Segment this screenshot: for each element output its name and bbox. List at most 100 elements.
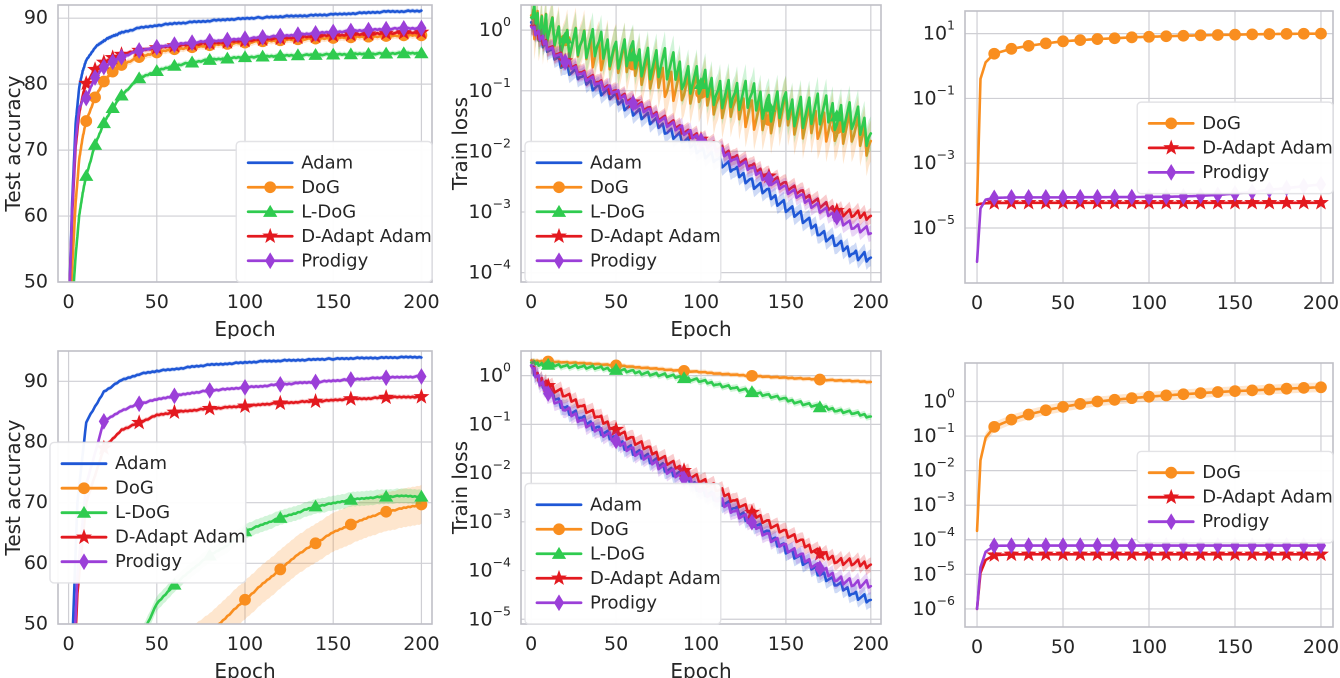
marker-dog xyxy=(1125,31,1138,44)
y-tick-label: 80 xyxy=(24,73,48,95)
x-tick-label: 200 xyxy=(853,633,889,655)
marker-ldog xyxy=(693,77,709,89)
marker-dadapt xyxy=(540,377,557,393)
x-tick-label: 200 xyxy=(1303,636,1339,658)
marker-ldog xyxy=(255,49,270,62)
legend-label-prodigy: Prodigy xyxy=(590,250,657,271)
x-tick-label: 50 xyxy=(145,291,169,313)
x-tick-label: 0 xyxy=(63,291,75,313)
marker-dog xyxy=(1160,30,1173,43)
legend-label-prodigy: Prodigy xyxy=(1202,162,1269,183)
marker-prodigy xyxy=(98,413,109,430)
marker-ldog xyxy=(361,46,376,59)
legend-marker-dadapt xyxy=(262,227,279,244)
legend-label-prodigy: Prodigy xyxy=(301,250,368,271)
marker-dadapt xyxy=(307,392,324,409)
marker-ldog xyxy=(608,362,624,375)
data-series-group xyxy=(529,5,873,271)
marker-ldog xyxy=(167,577,182,590)
marker-dadapt xyxy=(608,421,625,437)
marker-dog xyxy=(746,369,758,382)
x-tick-label: 0 xyxy=(525,633,537,655)
marker-dog xyxy=(1177,388,1190,401)
marker-ldog xyxy=(273,511,288,523)
x-tick-label: 50 xyxy=(1051,636,1075,658)
x-tick-label: 100 xyxy=(1131,292,1167,314)
y-tick-label: 10−4 xyxy=(912,523,955,550)
tick-labels: 0 50 100 150 200 101 10−1 10−3 10−5 xyxy=(912,17,1339,314)
line-dog xyxy=(217,503,423,624)
legend-marker-ldog xyxy=(76,505,92,518)
x-tick-label: 150 xyxy=(1217,636,1253,658)
y-tick-label: 10−1 xyxy=(468,408,511,435)
marker-ldog xyxy=(220,51,235,64)
legend-label-dog: DoG xyxy=(590,519,629,540)
marker-prodigy xyxy=(275,27,286,45)
marker-dog xyxy=(1194,29,1207,42)
marker-dog xyxy=(1108,32,1121,45)
legend-label-dog: DoG xyxy=(301,177,340,198)
y-tick-label: 70 xyxy=(24,491,48,513)
y-tick-label: 10−5 xyxy=(912,558,955,585)
y-tick-label: 10−6 xyxy=(912,592,955,619)
marker-ldog xyxy=(79,168,94,181)
chart-panel-top-left-test-accuracy: 0 50 100 150 200 50 60 70 80 90 Epoch Test accuracy… xyxy=(0,0,447,339)
tick-labels: 0 50 100 150 200 100 10−1 10−2 10−3 10−4 xyxy=(468,14,889,313)
y-tick-label: 90 xyxy=(24,7,48,29)
marker-prodigy xyxy=(186,34,198,51)
x-tick-label: 150 xyxy=(768,633,804,655)
legend-marker-dadapt xyxy=(1163,139,1180,155)
x-tick-label: 200 xyxy=(403,633,439,655)
marker-dog xyxy=(344,518,357,531)
tick-labels: 0 50 100 150 200 100 10−1 10−2 10−3 10−4 10−5 10−6 xyxy=(912,385,1339,658)
marker-prodigy xyxy=(257,28,268,46)
marker-prodigy xyxy=(763,170,775,188)
chart-panel-bottom-middle-train-loss: 0 50 100 150 200 100 10−1 10−2 10−3 10−4 10−5 Epoch… xyxy=(447,339,894,678)
marker-prodigy xyxy=(1109,537,1120,554)
legend-marker-dadapt xyxy=(551,569,567,586)
marker-ldog xyxy=(812,400,827,413)
x-tick-label: 100 xyxy=(1131,636,1167,658)
marker-dadapt xyxy=(413,388,430,404)
data-series-group xyxy=(71,354,430,624)
legend-marker-prodigy xyxy=(265,252,276,270)
marker-ldog xyxy=(237,50,253,63)
marker-dog xyxy=(1143,30,1155,43)
marker-prodigy xyxy=(416,368,427,385)
marker-dadapt xyxy=(201,400,218,416)
marker-ldog xyxy=(761,99,777,112)
x-tick-label: 200 xyxy=(1303,292,1339,314)
x-tick-label: 150 xyxy=(768,291,804,313)
marker-prodigy xyxy=(116,48,127,66)
marker-dog xyxy=(1091,33,1104,45)
y-tick-label: 10−1 xyxy=(912,82,955,109)
line-adam xyxy=(71,355,423,624)
marker-ldog xyxy=(625,49,641,62)
legend-label-dadapt: D-Adapt Adam xyxy=(590,568,721,589)
line-ldog xyxy=(529,5,873,148)
legend-marker-dadapt xyxy=(551,227,567,244)
marker-ldog xyxy=(290,48,306,61)
x-axis-label: Epoch xyxy=(670,317,731,339)
marker-dog xyxy=(1280,27,1293,40)
marker-ldog xyxy=(343,47,358,60)
marker-dog xyxy=(678,365,690,377)
legend-label-dog: DoG xyxy=(1202,113,1241,134)
marker-prodigy xyxy=(1092,537,1103,554)
marker-dog xyxy=(1108,393,1121,406)
marker-prodigy xyxy=(1109,188,1120,206)
marker-prodigy xyxy=(611,432,622,450)
marker-prodigy xyxy=(560,53,571,71)
legend-label-adam: Adam xyxy=(115,453,167,474)
marker-prodigy xyxy=(169,387,180,405)
legend: Adam DoG L-DoG D-Adapt Adam Prodigy xyxy=(235,140,433,283)
marker-prodigy xyxy=(1195,537,1206,554)
x-tick-label: 100 xyxy=(683,291,719,313)
marker-prodigy xyxy=(1247,537,1258,554)
y-tick-label: 101 xyxy=(923,17,955,44)
x-axis-label: Epoch xyxy=(670,659,731,678)
legend-box xyxy=(524,140,722,283)
marker-prodigy xyxy=(989,537,1000,555)
chart-panel-bottom-right-learning-rate: 0 50 100 150 200 100 10−1 10−2 10−3 10−4 10−5 10−6 D… xyxy=(894,339,1340,678)
y-tick-label: 10−3 xyxy=(912,489,955,516)
